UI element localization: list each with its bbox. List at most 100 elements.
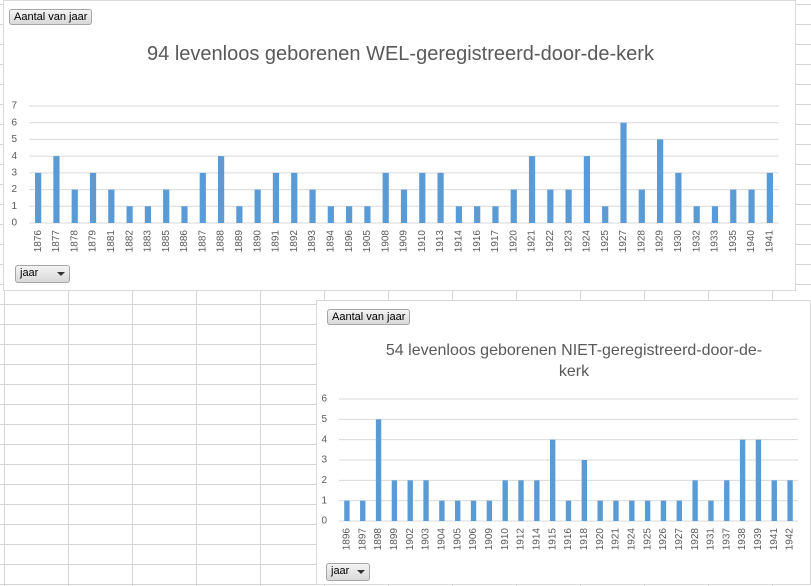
y-tick-label: 1 <box>11 201 17 212</box>
x-tick-label: 1879 <box>88 230 99 253</box>
x-tick-label: 1918 <box>579 528 590 551</box>
x-tick-label: 1932 <box>691 230 702 253</box>
value-field-button[interactable]: Aantal van jaar <box>327 309 411 325</box>
bar <box>510 189 517 223</box>
x-tick-label: 1888 <box>216 230 227 253</box>
x-tick-label: 1938 <box>737 528 748 551</box>
bar <box>181 206 188 223</box>
bar <box>730 189 737 223</box>
plot: 0 1 2 3 4 5 6 1896 1897 1898 1899 1902 1903 1904 1905 1… <box>321 394 798 551</box>
x-tick-label: 1885 <box>161 230 172 253</box>
x-tick-label: 1914 <box>531 528 542 551</box>
bar <box>71 189 78 223</box>
x-tick-label: 1913 <box>435 230 446 253</box>
y-tick-label: 7 <box>11 101 17 112</box>
x-tick-label: 1906 <box>468 528 479 551</box>
bar <box>486 500 493 521</box>
bar <box>382 172 389 223</box>
bar <box>437 172 444 223</box>
x-tick-label: 1890 <box>252 230 263 253</box>
bar <box>620 122 627 223</box>
x-tick-label: 1926 <box>658 528 669 551</box>
bar <box>474 206 481 223</box>
x-tick-label: 1891 <box>271 230 282 253</box>
x-tick-label: 1925 <box>642 528 653 551</box>
bar <box>766 172 773 223</box>
x-tick-label: 1903 <box>421 528 432 551</box>
x-tick-label: 1921 <box>611 528 622 551</box>
plot: 0 1 2 3 4 5 6 7 1876 1877 1878 1879 1881 1882 1883 1885… <box>11 101 779 253</box>
bar <box>217 156 225 223</box>
x-tick-label: 1910 <box>500 528 511 551</box>
y-tick-label: 5 <box>11 134 17 145</box>
bar <box>739 439 746 521</box>
bar <box>391 480 398 521</box>
y-tick-label: 6 <box>321 394 327 405</box>
axis-field-button[interactable]: jaar <box>326 563 370 581</box>
axis-field-label: jaar <box>20 267 39 279</box>
bar <box>613 500 619 521</box>
chart-title: 94 levenloos geborenen WEL-geregistreerd… <box>147 43 654 65</box>
bar <box>455 206 462 223</box>
bar <box>660 500 667 521</box>
x-tick-label: 1928 <box>690 528 701 551</box>
axis-field-label: jaar <box>331 565 350 577</box>
bar <box>400 189 408 223</box>
bar <box>549 439 556 521</box>
x-tick-label: 1940 <box>746 230 757 253</box>
x-tick-label: 1909 <box>399 230 410 253</box>
x-tick-label: 1881 <box>106 230 117 253</box>
chart-title: 54 levenloos geborenen NIET-geregistreer… <box>385 342 763 380</box>
bar <box>565 189 572 223</box>
bar <box>771 480 777 521</box>
y-tick-label: 0 <box>321 516 327 527</box>
x-tick-label: 1898 <box>373 528 384 551</box>
pivot-chart: Aantal van jaar 54 levenloos geborenen N… <box>316 300 811 585</box>
x-tick-label: 1892 <box>289 230 300 253</box>
bar <box>693 206 700 223</box>
x-tick-label: 1905 <box>362 230 373 253</box>
x-tick-label: 1897 <box>357 528 368 551</box>
x-tick-label: 1927 <box>618 230 629 253</box>
bar <box>346 206 353 223</box>
x-tick-label: 1941 <box>769 528 780 551</box>
x-tick-label: 1878 <box>69 230 80 253</box>
x-tick-label: 1925 <box>600 230 611 253</box>
bar <box>89 172 97 223</box>
x-tick-label: 1876 <box>33 230 44 253</box>
bar <box>419 172 426 223</box>
x-tick-label: 1909 <box>484 528 495 551</box>
filter-arrow <box>357 570 365 574</box>
y-tick-label: 0 <box>11 218 17 229</box>
bar <box>708 500 714 521</box>
x-tick-label: 1904 <box>437 528 448 551</box>
bar <box>502 480 508 521</box>
x-tick-label: 1896 <box>344 230 355 253</box>
x-tick-label: 1931 <box>706 528 717 551</box>
axis-field-button[interactable]: jaar <box>15 265 70 283</box>
bar <box>692 480 698 521</box>
x-tick-label: 1889 <box>234 230 245 253</box>
bar <box>656 139 664 223</box>
bar <box>360 500 366 521</box>
bar <box>35 172 42 223</box>
bar <box>423 480 429 521</box>
bar <box>711 206 719 223</box>
bar <box>565 500 572 521</box>
x-tick-label: 1937 <box>721 528 732 551</box>
x-tick-label: 1920 <box>508 230 519 253</box>
y-tick-label: 3 <box>321 455 327 466</box>
bar <box>375 419 382 521</box>
x-tick-label: 1883 <box>143 230 154 253</box>
filter-arrow <box>57 272 65 276</box>
y-tick-label: 4 <box>321 434 327 445</box>
bar <box>528 156 536 223</box>
bar <box>534 480 540 521</box>
x-tick-label: 1896 <box>342 528 353 551</box>
x-tick-label: 1905 <box>452 528 463 551</box>
value-field-button[interactable]: Aantal van jaar <box>9 9 93 25</box>
bar <box>547 189 554 223</box>
x-tick-label: 1921 <box>527 230 538 253</box>
x-tick-label: 1893 <box>307 230 318 253</box>
